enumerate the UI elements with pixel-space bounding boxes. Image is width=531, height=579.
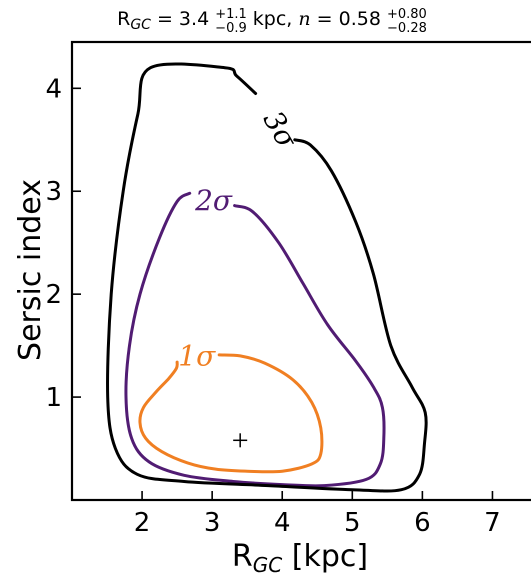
chart-title: RGC = 3.4 +1.1 −0.9 kpc, n = 0.58 +0.80 −0… (117, 7, 427, 36)
x-tick-label: 5 (344, 508, 361, 538)
title-error-upper-n: +0.80 (387, 7, 427, 22)
title-error-upper-rgc: +1.1 (215, 7, 247, 22)
y-axis-ticks: 1 2 3 4 (45, 74, 81, 413)
plot-frame (70, 40, 531, 502)
x-axis-label: RGC [kpc] (232, 539, 368, 577)
contour-labels: 1σ 2σ 3σ (178, 105, 304, 372)
y-axis-label: Sersic index (13, 179, 48, 361)
contour-line-2sigma (124, 191, 386, 488)
contour-line-3sigma (106, 62, 428, 493)
y-tick-label: 4 (45, 74, 62, 104)
x-tick-label: 2 (134, 508, 151, 538)
contour-line-1sigma (138, 353, 324, 474)
x-tick-label: 4 (274, 508, 291, 538)
contour-label-3sigma: 3σ (257, 105, 304, 154)
title-error-lower-rgc: −0.9 (215, 21, 247, 36)
title-n-symbol: n (298, 8, 310, 30)
y-tick-label: 3 (45, 177, 62, 207)
title-error-lower-n: −0.28 (387, 21, 427, 36)
contour-lines (106, 62, 428, 493)
y-tick-label: 2 (45, 280, 62, 310)
y-tick-label: 1 (45, 383, 62, 413)
title-subscript-gc: GC (130, 17, 151, 33)
x-axis-ticks: 2 3 4 5 6 7 (134, 491, 501, 538)
x-tick-label: 7 (484, 508, 501, 538)
x-axis-label-subscript: GC (253, 553, 282, 577)
x-tick-label: 6 (414, 508, 431, 538)
best-fit-marker (233, 433, 248, 448)
x-tick-label: 3 (204, 508, 221, 538)
contour-label-1sigma: 1σ (178, 339, 216, 372)
contour-label-2sigma: 2σ (194, 184, 233, 217)
